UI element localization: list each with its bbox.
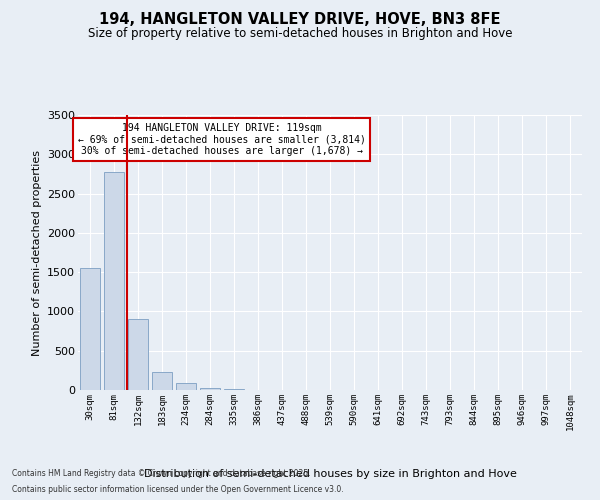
Bar — [104, 172, 124, 390]
Bar — [152, 372, 172, 390]
Y-axis label: Number of semi-detached properties: Number of semi-detached properties — [32, 150, 41, 356]
Bar — [176, 382, 196, 390]
Text: 194, HANGLETON VALLEY DRIVE, HOVE, BN3 8FE: 194, HANGLETON VALLEY DRIVE, HOVE, BN3 8… — [99, 12, 501, 28]
Text: Contains HM Land Registry data © Crown copyright and database right 2025.: Contains HM Land Registry data © Crown c… — [12, 468, 311, 477]
Bar — [224, 389, 244, 390]
Text: 194 HANGLETON VALLEY DRIVE: 119sqm
← 69% of semi-detached houses are smaller (3,: 194 HANGLETON VALLEY DRIVE: 119sqm ← 69%… — [78, 123, 365, 156]
Text: Size of property relative to semi-detached houses in Brighton and Hove: Size of property relative to semi-detach… — [88, 28, 512, 40]
Text: Contains public sector information licensed under the Open Government Licence v3: Contains public sector information licen… — [12, 485, 344, 494]
Bar — [200, 388, 220, 390]
Bar — [80, 268, 100, 390]
X-axis label: Distribution of semi-detached houses by size in Brighton and Hove: Distribution of semi-detached houses by … — [143, 470, 517, 480]
Bar — [128, 320, 148, 390]
